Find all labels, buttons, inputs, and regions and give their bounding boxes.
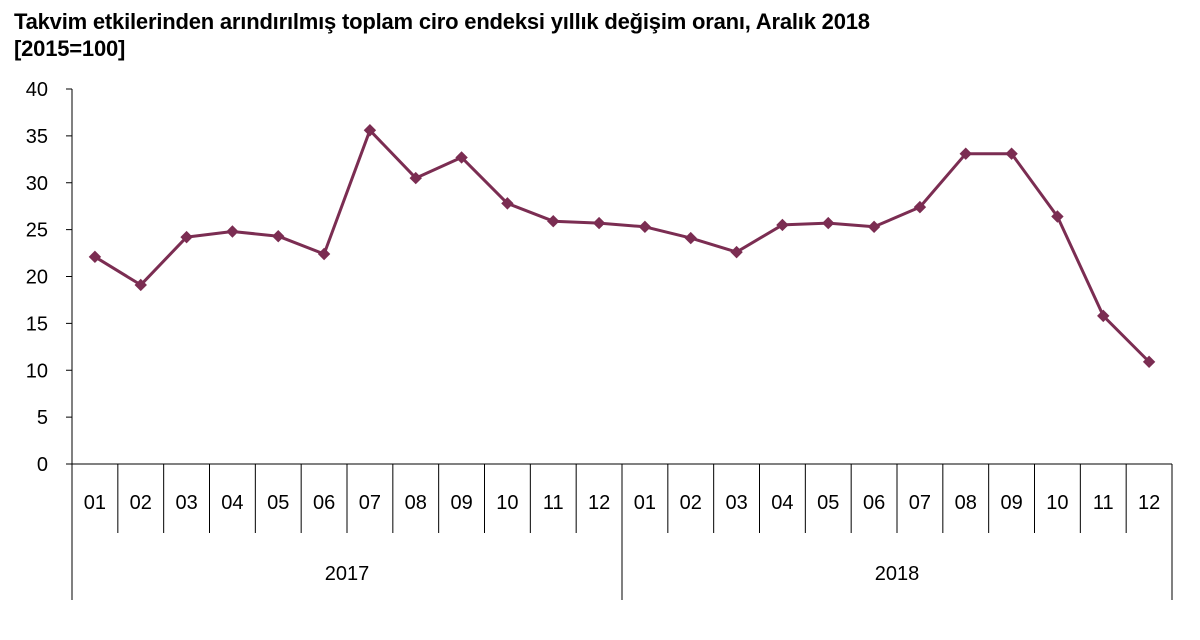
x-tick-label: 08: [955, 492, 977, 514]
x-group-label: 2018: [875, 563, 920, 585]
x-tick-label: 11: [1093, 492, 1114, 514]
x-tick-label: 11: [543, 492, 564, 514]
data-point: [226, 225, 239, 238]
data-point: [547, 214, 560, 228]
x-axis-categories: 01 02 03 04 05 06 07 08 09 10 11 12 2017 01 02 03 04 05 06…: [71, 464, 1173, 600]
x-tick-label: 05: [267, 492, 289, 514]
data-point: [1051, 210, 1064, 223]
y-tick-label: 35: [26, 126, 48, 148]
data-point: [180, 230, 193, 244]
x-tick-label: 01: [634, 492, 656, 514]
data-point: [913, 200, 927, 214]
x-tick-label: 12: [588, 492, 610, 514]
x-tick-label: 04: [221, 492, 243, 514]
series-line: [94, 128, 1151, 363]
x-tick-label: 09: [450, 492, 472, 514]
data-point: [272, 229, 285, 243]
y-tick-label: 25: [26, 220, 48, 242]
y-axis-ticks: 0 5 10 15 20 25 30 35 40: [26, 79, 72, 476]
x-tick-label: 07: [909, 492, 931, 514]
data-point: [455, 151, 468, 164]
data-point: [638, 220, 652, 234]
y-tick-label: 40: [26, 79, 48, 101]
data-point: [1142, 355, 1156, 369]
chart-title: Takvim etkilerinden arındırılmış toplam …: [14, 8, 1194, 62]
data-point: [409, 171, 422, 185]
data-point: [959, 147, 972, 160]
data-point: [822, 216, 835, 230]
x-tick-label: 03: [725, 492, 747, 514]
chart-subtitle: [2015=100]: [14, 36, 126, 61]
data-point: [317, 247, 331, 261]
x-tick-label: 09: [1000, 492, 1022, 514]
x-tick-label: 04: [771, 492, 793, 514]
data-point: [684, 231, 697, 245]
data-point: [88, 250, 102, 264]
data-point: [776, 218, 789, 232]
data-point: [592, 216, 606, 230]
x-tick-label: 06: [863, 492, 885, 514]
x-tick-label: 02: [130, 492, 152, 514]
x-group-label: 2017: [325, 563, 370, 585]
y-tick-label: 30: [26, 173, 48, 195]
axes: [66, 89, 1172, 465]
data-point: [363, 124, 377, 137]
x-tick-label: 12: [1138, 492, 1160, 514]
series: [88, 124, 1156, 369]
x-tick-label: 02: [680, 492, 702, 514]
y-tick-label: 15: [26, 313, 48, 335]
x-tick-label: 06: [313, 492, 335, 514]
data-point: [1005, 147, 1018, 160]
chart-title-line: Takvim etkilerinden arındırılmış toplam …: [14, 9, 870, 34]
data-point: [1097, 309, 1110, 323]
y-tick-label: 20: [26, 267, 48, 289]
y-tick-label: 10: [26, 360, 48, 382]
y-tick-label: 0: [37, 454, 48, 476]
data-point: [501, 197, 514, 210]
x-tick-label: 05: [817, 492, 839, 514]
x-tick-label: 10: [496, 492, 518, 514]
data-point: [867, 220, 881, 234]
data-point: [730, 245, 743, 259]
x-tick-label: 01: [84, 492, 106, 514]
y-tick-label: 5: [37, 407, 48, 429]
x-tick-label: 07: [359, 492, 381, 514]
x-tick-label: 10: [1046, 492, 1068, 514]
x-tick-label: 03: [175, 492, 197, 514]
data-point: [134, 278, 147, 292]
x-tick-label: 08: [405, 492, 427, 514]
